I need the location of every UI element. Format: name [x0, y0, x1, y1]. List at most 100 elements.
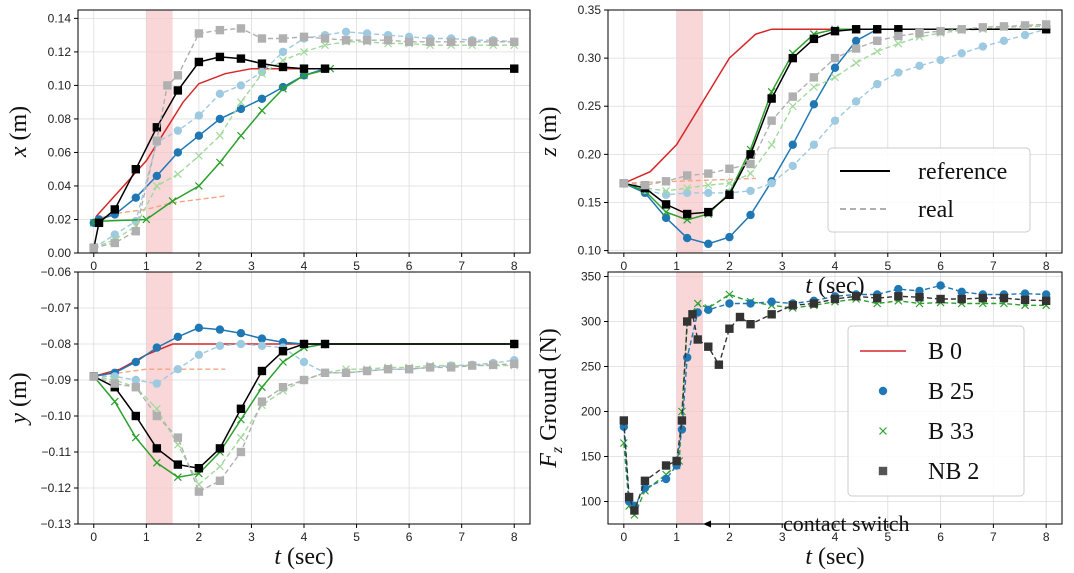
data-point	[279, 84, 287, 93]
data-point	[788, 102, 797, 111]
data-point	[257, 366, 267, 376]
y-tick-label: 0.14	[48, 11, 72, 25]
data-point	[110, 238, 119, 248]
data-point	[152, 411, 162, 421]
x-tick-label: 7	[458, 259, 465, 273]
x-tick-label: 5	[884, 259, 891, 273]
x-tick-label: 5	[884, 530, 891, 544]
series-line-b-0-reference	[623, 28, 1047, 184]
data-point	[957, 294, 966, 304]
data-point	[257, 397, 267, 406]
series-markers	[619, 25, 1051, 199]
x-tick-label: 0	[620, 259, 627, 273]
x-tick-label: 0	[90, 530, 97, 544]
data-point	[704, 239, 713, 249]
data-point	[131, 383, 141, 392]
series-group	[89, 323, 519, 496]
data-point	[152, 444, 162, 453]
data-point	[809, 100, 819, 109]
data-point	[425, 363, 435, 372]
data-point	[489, 37, 498, 47]
data-point	[131, 357, 141, 367]
series-line-nb-2-real	[93, 27, 515, 249]
y-axis-label: y (m)	[6, 372, 32, 425]
data-point	[94, 218, 104, 228]
data-point	[510, 37, 519, 47]
y-tick-label: 200	[581, 405, 601, 419]
data-point	[682, 233, 692, 243]
series-markers	[619, 292, 1051, 515]
data-point	[682, 188, 692, 198]
data-point	[152, 404, 161, 413]
data-point	[704, 207, 713, 217]
data-point	[672, 456, 681, 466]
data-point	[194, 464, 204, 473]
data-point	[237, 415, 245, 424]
legend-label: B 25	[928, 379, 974, 405]
data-point	[725, 290, 734, 299]
data-point	[851, 44, 861, 53]
x-tick-label: 8	[1043, 259, 1050, 273]
data-point	[278, 47, 288, 57]
x-label-unit: (sec)	[281, 544, 334, 570]
data-point	[173, 148, 183, 157]
y-label-unit: Ground (N)	[536, 328, 562, 447]
data-point	[788, 301, 797, 310]
data-point	[1020, 289, 1030, 298]
data-point	[173, 126, 183, 135]
data-point	[163, 81, 172, 90]
data-point	[661, 461, 671, 470]
data-point	[194, 350, 204, 359]
legend-swatch	[878, 386, 888, 396]
data-point	[662, 187, 670, 195]
data-point	[194, 111, 204, 120]
x-label-variable: t	[805, 273, 813, 299]
data-point	[1041, 20, 1051, 29]
data-point	[320, 34, 330, 43]
data-point	[894, 39, 903, 48]
series-group	[619, 20, 1051, 249]
y-tick-label: 0.35	[578, 3, 602, 17]
data-point	[915, 61, 924, 71]
data-point	[489, 360, 498, 370]
data-point	[173, 365, 183, 374]
y-label-unit: (m)	[6, 372, 32, 413]
data-point	[258, 106, 266, 115]
data-point	[131, 193, 141, 202]
x-tick-label: 8	[511, 530, 518, 544]
series-markers	[89, 359, 519, 496]
data-point	[215, 341, 225, 350]
data-point	[258, 383, 266, 392]
data-point	[237, 131, 245, 140]
data-point	[1041, 296, 1051, 305]
y-tick-label: 0.20	[578, 147, 602, 161]
data-point	[236, 329, 246, 338]
data-point	[510, 64, 519, 73]
data-point	[257, 94, 267, 104]
data-point	[894, 25, 903, 34]
data-point	[873, 47, 882, 56]
x-label-variable: t	[274, 544, 282, 570]
y-label-variable: F	[536, 453, 562, 469]
data-point	[682, 353, 692, 362]
data-point	[830, 53, 840, 63]
data-point	[152, 182, 161, 190]
data-point	[704, 181, 713, 190]
data-point	[278, 34, 288, 43]
data-point	[894, 284, 903, 294]
legend-label: real	[918, 197, 954, 223]
panel-x: 0 1 2 3 4 5 6 7 8 0.00 0.02 0.04 0.06 0.08 0.10 0.12 0.1…	[6, 9, 531, 273]
data-point	[788, 161, 797, 171]
data-point	[640, 476, 650, 485]
data-point	[404, 365, 414, 374]
data-point	[383, 365, 393, 374]
x-tick-label: 1	[673, 530, 680, 544]
data-point	[661, 213, 671, 223]
x-tick-label: 1	[143, 530, 150, 544]
y-tick-label: 0.10	[48, 78, 72, 92]
series-line-b-0-real	[93, 368, 226, 378]
y-label-variable: x	[6, 146, 32, 158]
x-tick-label: 7	[990, 530, 997, 544]
data-point	[510, 339, 519, 349]
